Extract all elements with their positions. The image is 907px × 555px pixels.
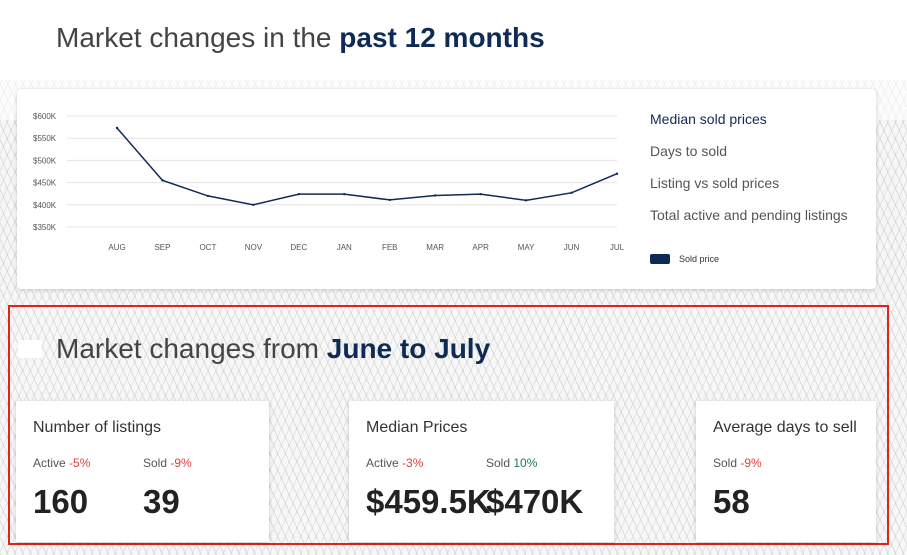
metric-days-to-sold[interactable]: Days to sold xyxy=(650,143,728,159)
legend-label: Sold price xyxy=(679,254,720,264)
sold-change: 10% xyxy=(513,456,538,470)
highlight-outline xyxy=(8,305,889,545)
data-point xyxy=(524,199,528,202)
sold-price-line xyxy=(116,127,618,206)
sold-median-price-value: $470K xyxy=(486,483,584,520)
section-title-emphasis: past 12 months xyxy=(339,22,545,53)
x-tick-label: MAY xyxy=(518,243,535,252)
section-title-prefix: Market changes in the xyxy=(56,22,340,53)
sold-listings-value: 39 xyxy=(143,483,180,520)
section-title-emphasis: June to July xyxy=(326,333,491,364)
active-median-price-value: $459.5K xyxy=(366,483,491,520)
sold-change-label: Sold 10% xyxy=(486,456,537,470)
metric-median-sold-prices[interactable]: Median sold prices xyxy=(650,111,767,127)
metric-total-active-pending-listings[interactable]: Total active and pending listings xyxy=(650,207,848,223)
y-tick-label: $550K xyxy=(33,134,57,143)
x-tick-label: JAN xyxy=(337,243,352,252)
data-point xyxy=(252,203,255,206)
data-point xyxy=(570,191,573,195)
active-change-label: Active -5% xyxy=(33,456,90,470)
x-tick-label: OCT xyxy=(199,243,216,252)
active-label: Active xyxy=(366,456,399,470)
sold-label: Sold xyxy=(143,456,168,470)
legend-swatch xyxy=(650,254,670,264)
card-title: Average days to sell xyxy=(713,419,857,436)
sold-label: Sold xyxy=(486,456,511,470)
y-tick-label: $600K xyxy=(33,112,57,121)
sold-change-label: Sold -9% xyxy=(143,456,192,470)
card-title: Median Prices xyxy=(366,419,468,436)
data-point xyxy=(388,198,391,202)
active-change: -5% xyxy=(69,456,91,470)
data-point xyxy=(479,192,482,196)
data-point xyxy=(343,192,346,196)
active-change: -3% xyxy=(402,456,424,470)
data-point xyxy=(115,126,119,130)
section-marker-icon xyxy=(18,340,42,358)
sold-change: -9% xyxy=(170,456,192,470)
metric-listing-vs-sold-prices[interactable]: Listing vs sold prices xyxy=(650,175,780,191)
data-point xyxy=(206,194,210,198)
data-point xyxy=(433,194,437,197)
active-listings-value: 160 xyxy=(33,483,89,520)
section-title-past-12-months: Market changes in the past 12 months xyxy=(56,22,545,54)
number-of-listings-card: Number of listings Active -5% Sold -9% 1… xyxy=(16,401,269,542)
x-tick-label: FEB xyxy=(382,243,398,252)
market-chart-card: $350K $400K $450K $500K $550K $600K AUG SEP OCT… xyxy=(17,89,876,289)
data-point xyxy=(297,192,301,196)
x-tick-label: JUN xyxy=(564,243,580,252)
x-tick-label: JUL xyxy=(610,243,625,252)
x-tick-label: NOV xyxy=(245,243,263,252)
data-point xyxy=(161,179,164,182)
x-tick-label: MAR xyxy=(426,243,444,252)
y-tick-label: $500K xyxy=(33,156,57,165)
chart-metric-menu: Median sold prices Days to sold Listing … xyxy=(650,111,848,239)
section-marker-icon xyxy=(18,29,42,47)
average-days-value: 58 xyxy=(713,483,750,520)
y-tick-label: $400K xyxy=(33,201,57,210)
data-point xyxy=(615,172,619,175)
median-price-line-chart: $350K $400K $450K $500K $550K $600K AUG SEP OCT… xyxy=(33,112,625,252)
sold-label: Sold xyxy=(713,456,738,470)
average-days-to-sell-card: Average days to sell Sold -9% 58 xyxy=(696,401,876,542)
x-axis-ticks: AUG SEP OCT NOV DEC JAN FEB MAR APR MAY JUN JUL xyxy=(108,243,624,252)
y-tick-label: $450K xyxy=(33,179,57,188)
x-tick-label: SEP xyxy=(154,243,170,252)
x-tick-label: APR xyxy=(472,243,489,252)
sold-change-label: Sold -9% xyxy=(713,456,762,470)
chart-legend: Sold price xyxy=(650,254,719,264)
header-background xyxy=(0,0,907,80)
active-label: Active xyxy=(33,456,66,470)
sold-change: -9% xyxy=(740,456,762,470)
chart-series xyxy=(115,126,619,206)
median-prices-card: Median Prices Active -3% Sold 10% $459.5… xyxy=(349,401,614,542)
y-axis-ticks: $350K $400K $450K $500K $550K $600K xyxy=(33,112,57,232)
x-tick-label: DEC xyxy=(290,243,307,252)
chart-grid xyxy=(67,115,617,228)
section-title-june-to-july: Market changes from June to July xyxy=(56,333,490,365)
section-title-prefix: Market changes from xyxy=(56,333,327,364)
card-title: Number of listings xyxy=(33,419,162,436)
active-change-label: Active -3% xyxy=(366,456,423,470)
y-tick-label: $350K xyxy=(33,223,57,232)
x-tick-label: AUG xyxy=(108,243,125,252)
